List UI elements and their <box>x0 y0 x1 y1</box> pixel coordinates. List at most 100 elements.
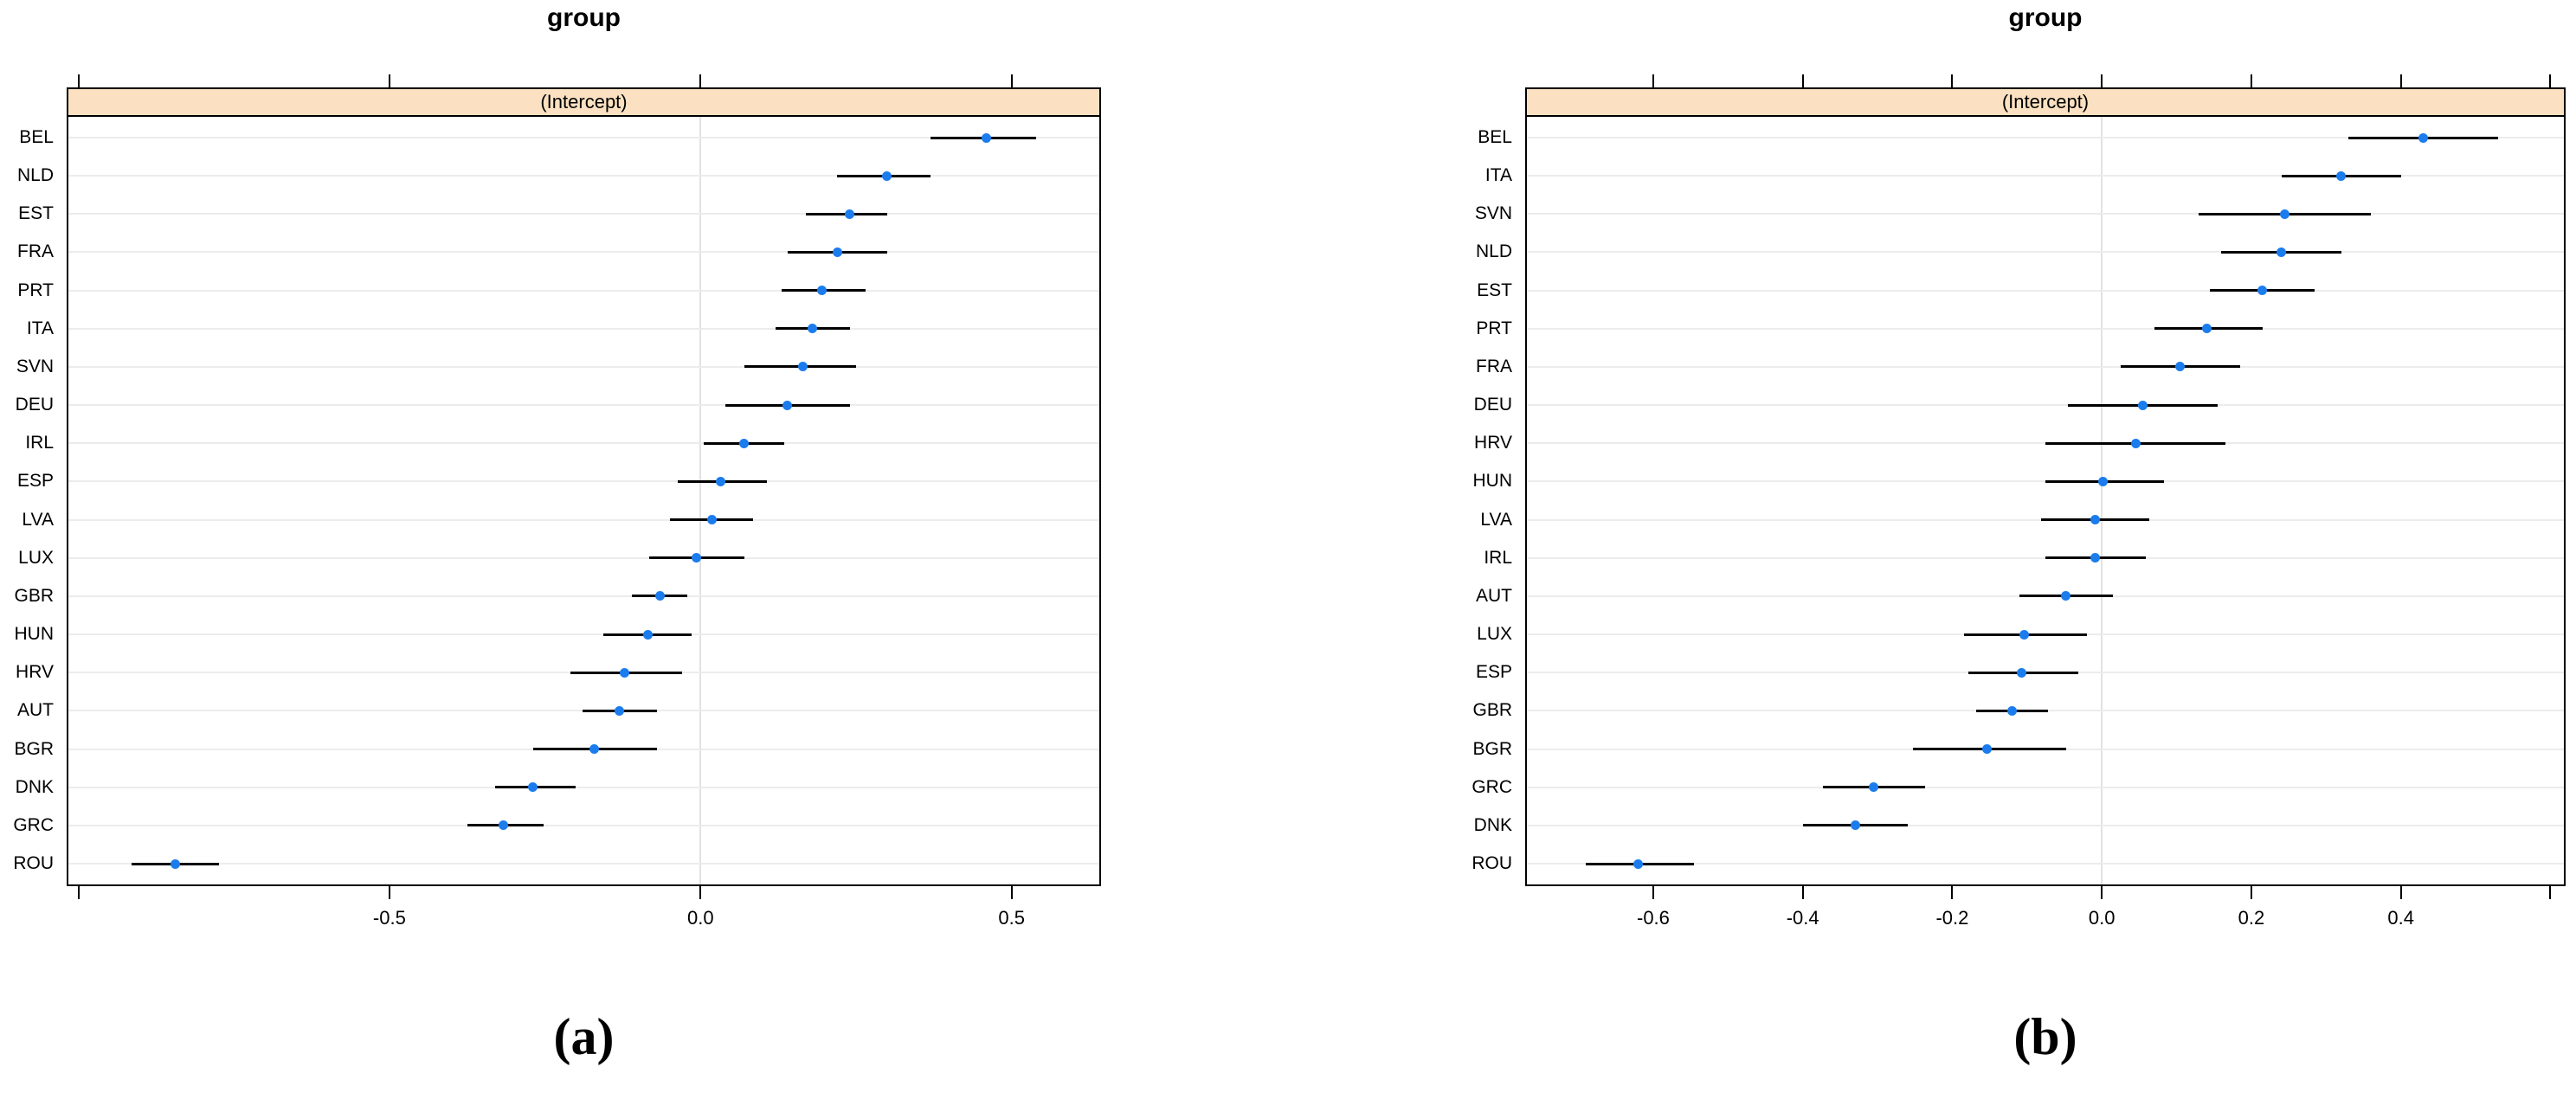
category-label: IRL <box>1484 547 1512 568</box>
row-gridline <box>68 404 1099 407</box>
x-axis-tick-bottom <box>699 886 702 899</box>
point-marker <box>845 209 855 219</box>
category-label: LVA <box>22 509 54 530</box>
point-marker <box>782 400 793 410</box>
point-marker <box>2007 705 2018 716</box>
row-gridline <box>68 556 1099 559</box>
category-label: DEU <box>15 395 54 415</box>
plot-a-panel <box>67 115 1101 886</box>
zero-reference-line <box>699 117 702 884</box>
point-marker <box>798 362 808 372</box>
x-axis-tick-bottom <box>1801 886 1804 899</box>
point-marker <box>707 515 718 525</box>
x-axis-tick-bottom <box>2101 886 2103 899</box>
point-marker <box>2257 286 2268 296</box>
row-gridline <box>1527 175 2564 177</box>
category-label: PRT <box>1476 318 1512 338</box>
row-gridline <box>1527 786 2564 788</box>
x-axis-tick-label: 0.0 <box>686 907 714 929</box>
category-label: LUX <box>18 547 54 568</box>
row-gridline <box>1527 213 2564 215</box>
x-axis-tick-top <box>1951 74 1954 87</box>
point-marker <box>2418 132 2429 143</box>
category-label: ESP <box>1475 662 1512 683</box>
category-label: IRL <box>25 433 54 453</box>
point-marker <box>528 782 538 793</box>
plot-a-caption: (a) <box>553 1008 615 1065</box>
point-marker <box>2090 553 2100 563</box>
row-gridline <box>1527 404 2564 407</box>
plot-b-panel <box>1525 115 2566 886</box>
row-gridline <box>68 786 1099 788</box>
point-marker <box>2019 629 2029 640</box>
row-gridline <box>68 480 1099 483</box>
category-label: BEL <box>1478 127 1512 147</box>
x-axis-tick-top <box>2101 74 2103 87</box>
x-axis-tick-label: -0.2 <box>1935 907 1969 929</box>
category-label: EST <box>1477 280 1512 300</box>
category-label: ITA <box>26 318 54 338</box>
category-label: EST <box>18 203 54 224</box>
category-label: DEU <box>1473 395 1512 415</box>
row-gridline <box>1527 365 2564 368</box>
category-label: NLD <box>16 165 54 186</box>
point-marker <box>816 286 827 296</box>
point-marker <box>1981 744 1992 755</box>
point-marker <box>2336 170 2347 181</box>
row-gridline <box>1527 289 2564 292</box>
point-marker <box>2280 209 2290 219</box>
point-marker <box>716 476 726 486</box>
x-axis-tick-top <box>77 74 80 87</box>
point-marker <box>655 591 666 601</box>
x-axis-tick-top <box>2549 74 2552 87</box>
point-marker <box>2090 515 2100 525</box>
point-marker <box>1850 820 1860 831</box>
plot-b-title: group <box>2008 3 2083 32</box>
category-label: GBR <box>1472 700 1512 721</box>
category-label: HUN <box>1472 471 1513 492</box>
x-axis-tick-top <box>699 74 702 87</box>
row-gridline <box>1527 824 2564 826</box>
row-gridline <box>68 213 1099 215</box>
row-gridline <box>68 518 1099 521</box>
x-axis-tick-top <box>1652 74 1654 87</box>
row-gridline <box>1527 442 2564 445</box>
category-label: AUT <box>17 700 54 721</box>
row-gridline <box>1527 251 2564 254</box>
row-gridline <box>68 442 1099 445</box>
x-axis-tick-bottom <box>2399 886 2402 899</box>
category-label: BEL <box>19 127 54 147</box>
row-gridline <box>1527 327 2564 330</box>
point-marker <box>2277 247 2286 257</box>
category-label: HRV <box>1474 433 1512 453</box>
x-axis-tick-label: 0.5 <box>998 907 1025 929</box>
point-marker <box>2201 324 2212 334</box>
row-gridline <box>1527 137 2564 138</box>
point-marker <box>2138 400 2148 410</box>
category-label: ROU <box>13 853 54 873</box>
row-gridline <box>68 595 1099 597</box>
category-label: ROU <box>1472 853 1512 873</box>
point-marker <box>2097 476 2108 486</box>
x-axis-tick-bottom <box>77 886 80 899</box>
plot-b-caption: (b) <box>2013 1008 2077 1065</box>
plot-a-title: group <box>547 3 621 32</box>
point-marker <box>2061 591 2071 601</box>
row-gridline <box>1527 863 2564 865</box>
x-axis-tick-top <box>1801 74 1804 87</box>
row-gridline <box>68 824 1099 826</box>
x-axis-tick-label: -0.4 <box>1786 907 1819 929</box>
point-marker <box>589 744 599 755</box>
row-gridline <box>68 289 1099 292</box>
point-marker <box>498 820 508 831</box>
x-axis-tick-label: -0.6 <box>1637 907 1670 929</box>
point-marker <box>808 324 818 334</box>
point-marker <box>739 438 750 448</box>
point-marker <box>832 247 842 257</box>
point-marker <box>982 132 992 143</box>
row-gridline <box>68 137 1099 138</box>
x-axis-tick-bottom <box>2549 886 2552 899</box>
category-label: ITA <box>1484 165 1512 186</box>
category-label: HRV <box>16 662 54 683</box>
x-axis-tick-bottom <box>1951 886 1954 899</box>
